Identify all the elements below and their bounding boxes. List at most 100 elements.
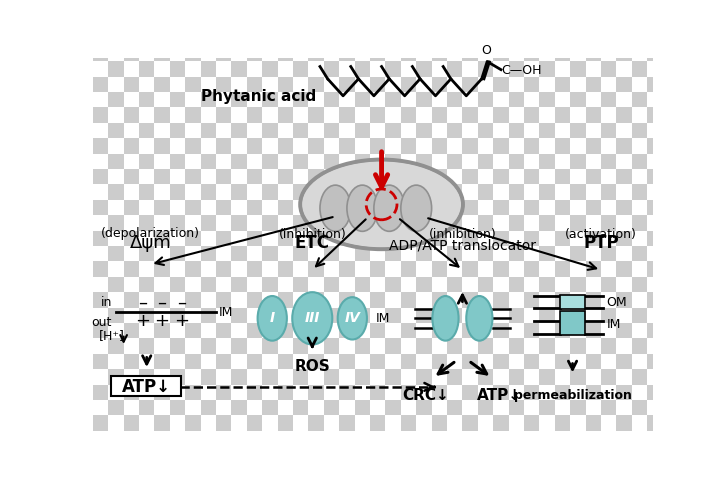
Bar	[509, 307, 524, 323]
Bar	[462, 76, 478, 92]
Bar	[416, 184, 432, 200]
Bar	[216, 76, 232, 92]
Bar	[539, 277, 555, 292]
Bar	[539, 246, 555, 261]
Bar	[139, 277, 154, 292]
Bar	[124, 354, 139, 369]
Bar	[93, 169, 108, 184]
Text: ROS: ROS	[294, 359, 330, 374]
Bar	[339, 200, 355, 215]
Bar	[232, 338, 247, 354]
Bar	[339, 415, 355, 431]
Bar	[370, 261, 385, 277]
Bar	[124, 138, 139, 153]
Bar	[647, 385, 662, 400]
Bar	[216, 261, 232, 277]
Bar	[647, 200, 662, 215]
Bar	[509, 184, 524, 200]
Bar	[185, 385, 201, 400]
Bar	[262, 369, 277, 385]
Bar	[277, 230, 293, 246]
Bar	[232, 123, 247, 138]
Bar	[509, 215, 524, 230]
Bar	[124, 76, 139, 92]
Bar	[462, 415, 478, 431]
Bar	[170, 400, 185, 415]
Bar	[524, 415, 539, 431]
Bar	[339, 76, 355, 92]
Bar	[524, 385, 539, 400]
Bar	[494, 385, 509, 400]
Bar	[601, 153, 617, 169]
Bar	[462, 138, 478, 153]
Bar	[401, 292, 416, 307]
Bar	[647, 415, 662, 431]
Bar	[617, 46, 632, 61]
Bar	[154, 415, 170, 431]
Bar	[247, 76, 262, 92]
Bar	[324, 277, 339, 292]
Bar	[494, 323, 509, 338]
Bar	[154, 385, 170, 400]
Bar	[185, 76, 201, 92]
Bar	[339, 46, 355, 61]
Bar	[247, 138, 262, 153]
Bar	[555, 323, 570, 338]
Bar	[647, 76, 662, 92]
Bar	[170, 61, 185, 76]
Bar	[416, 277, 432, 292]
Bar	[509, 400, 524, 415]
Bar	[232, 369, 247, 385]
Bar	[201, 184, 216, 200]
Bar	[124, 230, 139, 246]
Bar	[247, 107, 262, 123]
Bar	[139, 61, 154, 76]
FancyBboxPatch shape	[111, 376, 181, 396]
Bar	[309, 354, 324, 369]
Bar	[632, 215, 647, 230]
Bar	[216, 230, 232, 246]
Bar	[108, 246, 124, 261]
Bar	[232, 400, 247, 415]
Bar	[617, 230, 632, 246]
Bar	[539, 400, 555, 415]
Bar	[632, 369, 647, 385]
Bar	[585, 46, 601, 61]
Bar	[370, 323, 385, 338]
Bar	[555, 354, 570, 369]
Bar	[324, 369, 339, 385]
Bar	[324, 246, 339, 261]
Bar	[432, 169, 447, 184]
Bar	[108, 277, 124, 292]
Bar	[509, 277, 524, 292]
Bar	[124, 415, 139, 431]
Bar	[601, 338, 617, 354]
Bar	[570, 215, 585, 230]
Bar	[555, 107, 570, 123]
Bar	[385, 153, 401, 169]
Bar	[370, 385, 385, 400]
Text: (inhibition): (inhibition)	[429, 228, 496, 242]
Bar	[432, 385, 447, 400]
Bar	[570, 123, 585, 138]
Bar	[277, 76, 293, 92]
Bar	[277, 46, 293, 61]
Bar	[324, 400, 339, 415]
Bar	[247, 385, 262, 400]
Bar	[201, 369, 216, 385]
Bar	[601, 400, 617, 415]
Bar	[585, 138, 601, 153]
Bar	[632, 184, 647, 200]
Bar	[139, 123, 154, 138]
Bar	[585, 415, 601, 431]
Bar	[277, 323, 293, 338]
Bar	[447, 369, 462, 385]
Bar	[170, 338, 185, 354]
Bar	[93, 200, 108, 215]
Bar	[617, 323, 632, 338]
Bar	[385, 246, 401, 261]
Bar	[462, 323, 478, 338]
Bar	[216, 200, 232, 215]
Bar	[355, 369, 370, 385]
Bar	[293, 307, 309, 323]
